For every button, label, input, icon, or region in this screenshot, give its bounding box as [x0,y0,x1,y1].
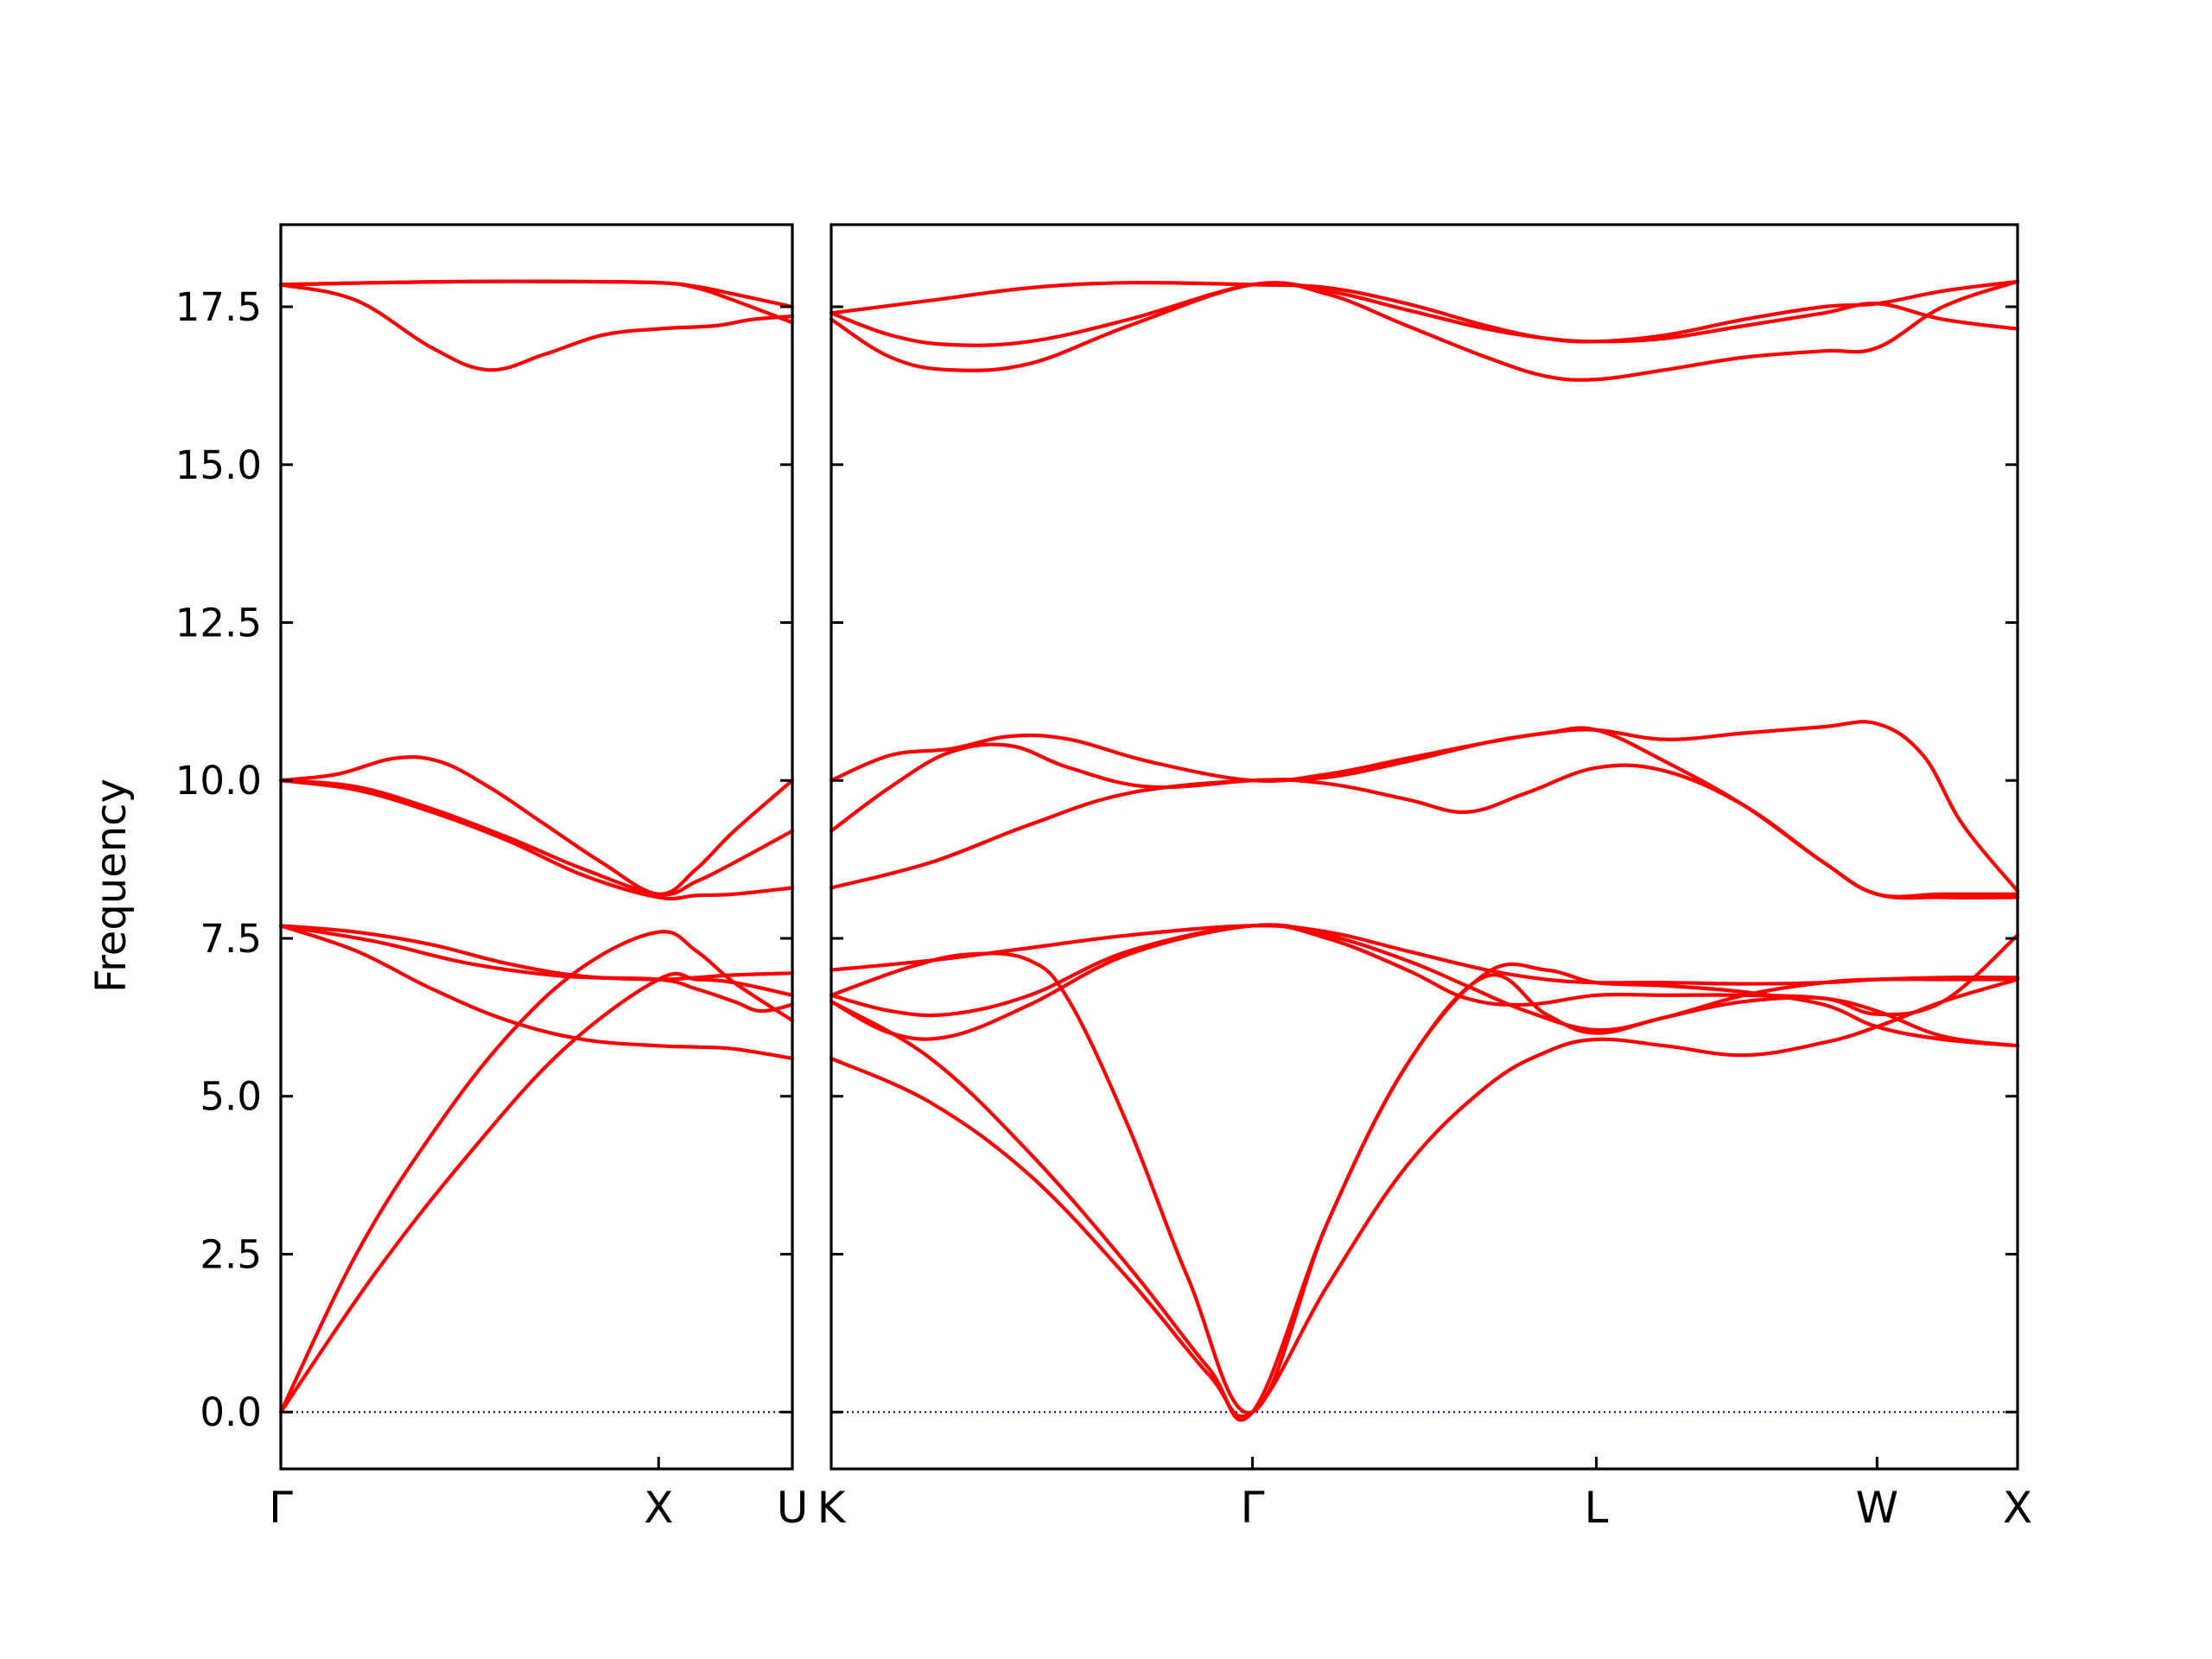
phonon-band-11 [278,279,795,309]
phonon-band-9 [829,720,2020,893]
symmetry-point-label: W [1856,1483,1898,1533]
phonon-band-6 [278,779,795,901]
phonon-band-11 [829,281,2020,347]
y-tick-label: 0.0 [200,1389,262,1435]
phonon-band-4 [829,923,2020,1048]
symmetry-point-label: K [817,1483,847,1533]
phonon-band-3 [278,924,795,1060]
phonon-band-6 [829,924,2020,986]
phonon-band-5 [278,924,795,982]
phonon-band-1 [829,977,2020,1419]
y-tick-label: 5.0 [200,1074,262,1120]
phonon-band-2 [278,971,795,1414]
symmetry-point-label: X [2003,1483,2032,1533]
y-tick-label: 15.0 [175,442,262,488]
phonon-band-10 [829,279,2020,382]
y-tick-label: 7.5 [200,916,262,962]
y-axis-label: Frequency [87,779,136,993]
y-tick-label: 10.0 [175,758,262,804]
y-tick-label: 2.5 [200,1231,262,1277]
symmetry-point-label: Γ [269,1483,293,1533]
symmetry-point-label: X [644,1483,673,1533]
plot-frame [830,223,2019,1471]
y-tick-labels: 0.0 2.5 5.0 7.5 10.0 12.5 15.0 17.5 [175,284,262,1435]
symmetry-point-label: L [1585,1483,1609,1533]
plot-frame [279,223,794,1471]
symmetry-point-label: Γ [1241,1483,1265,1533]
phonon-band-7 [278,779,795,897]
phonon-band-2 [829,933,2020,1422]
phonon-band-8 [278,754,795,896]
phonon-band-7 [829,763,2020,900]
phonon-band-9 [278,283,795,372]
phonon-band-3 [829,951,2020,1415]
y-tick-label: 12.5 [175,601,262,646]
symmetry-point-label: U [777,1483,809,1533]
phonon-band-12 [829,279,2020,344]
phonon-band-1 [278,930,795,1414]
y-tick-label: 17.5 [175,284,262,330]
